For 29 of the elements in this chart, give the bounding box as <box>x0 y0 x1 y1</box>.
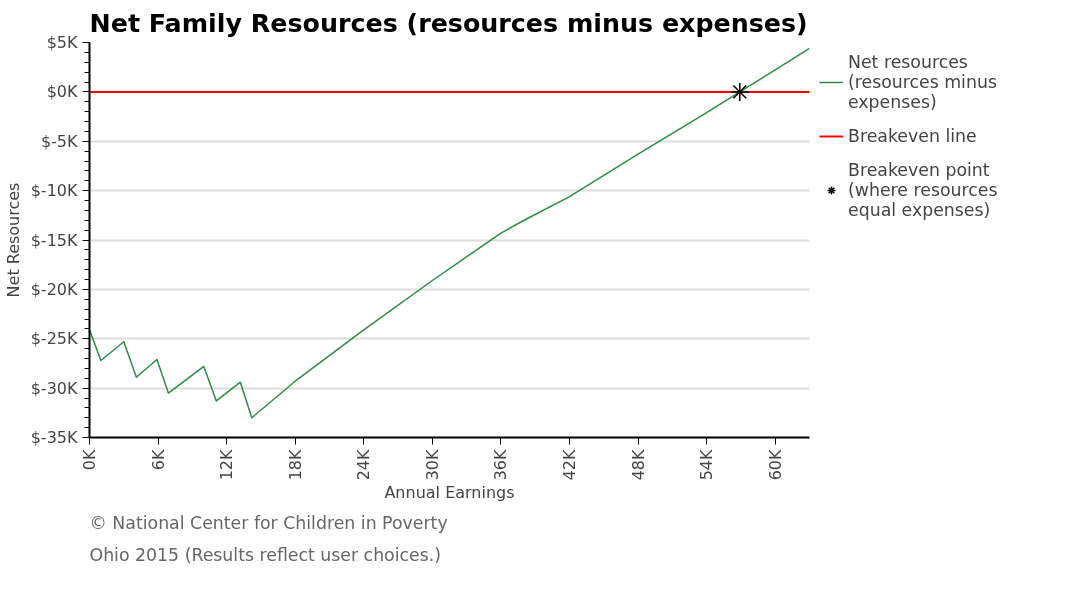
x-tick-label: 24K <box>354 448 374 481</box>
x-tick-label: 0K <box>80 448 99 471</box>
legend-label: Net resources (resources minus expenses) <box>848 52 997 112</box>
x-tick-label: 12K <box>217 448 237 481</box>
y-tick-label: $-20K <box>30 279 79 299</box>
y-tick-label: $-30K <box>30 378 79 398</box>
x-tick-label: 60K <box>765 448 785 481</box>
legend-label: Breakeven point (where resources equal expenses) <box>848 160 998 220</box>
text: Ohio 2015 (Results reflect user choices.) <box>89 544 442 565</box>
x-tick-label: 42K <box>560 448 579 481</box>
text: © National Center for Children in Poverty <box>89 512 448 533</box>
x-axis-title: Annual Earnings <box>384 483 515 503</box>
x-tick-label: 18K <box>285 448 305 481</box>
line-series <box>89 47 810 419</box>
y-tick-label: $-35K <box>30 428 79 447</box>
x-tick-label: 36K <box>491 448 511 481</box>
y-tick-label: $0K <box>46 82 79 102</box>
x-tick-label: 6K <box>148 448 168 471</box>
y-tick-label: $-10K <box>30 181 79 201</box>
y-axis-title: Net Resources <box>3 182 23 298</box>
x-tick-label: 48K <box>628 448 648 481</box>
y-tick-label: $-5K <box>40 131 79 151</box>
x-tick-label: 30K <box>422 448 442 481</box>
chart-title: Net Family Resources (resources minus expenses) <box>89 7 808 38</box>
y-tick-label: $-15K <box>30 230 79 250</box>
y-tick-label: $5K <box>46 33 79 52</box>
legend-label: Breakeven line <box>848 126 977 146</box>
x-tick-label: 54K <box>697 448 717 481</box>
y-tick-label: $-25K <box>30 329 79 349</box>
